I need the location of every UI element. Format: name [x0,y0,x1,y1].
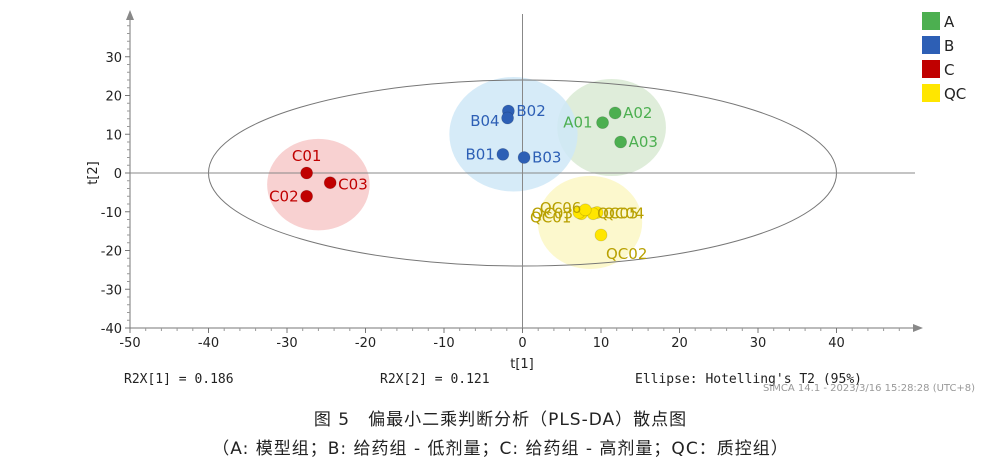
y-axis-title: t[2] [86,161,101,185]
y-tick-label: 10 [105,128,122,143]
point-label-c01: C01 [292,147,322,165]
x-tick-label: -10 [433,336,454,351]
point-label-b03: B03 [532,149,561,167]
point-a03 [614,135,628,149]
legend-swatch-b [922,36,940,54]
legend-swatch-qc [922,84,940,102]
point-c01 [300,166,314,180]
ellipse-stat: Ellipse: Hotelling's T2 (95%) [635,372,862,387]
software-stamp: SIMCA 14.1 - 2023/3/16 15:28:28 (UTC+8) [763,383,976,394]
x-axis-title: t[1] [510,357,534,372]
x-tick-label: 10 [593,336,610,351]
group-ellipse-a [557,78,666,176]
legend-label-b: B [944,37,954,55]
data-points: A01 A02 A03 B01 B02 B03 B04 C01 C02 C03 QC01 QC02 QC… [269,102,658,263]
x-tick-label: 0 [518,336,526,351]
point-b04 [501,111,514,125]
y-tick-label: 0 [114,167,122,182]
point-a01 [596,116,609,130]
point-label-qc02: QC02 [606,245,647,263]
point-a02 [608,106,622,120]
point-b03 [517,151,531,164]
legend-label-c: C [944,61,954,79]
legend-swatch-a [922,12,940,30]
group-ellipse-b [449,77,578,192]
point-c03 [323,176,337,190]
point-c02 [300,189,314,203]
x-tick-label: 30 [750,336,767,351]
x-tick-label: -30 [276,336,297,351]
point-label-qc04: QC04 [603,205,644,223]
y-tick-label: -40 [101,322,122,337]
legend-swatch-c [922,60,940,78]
legend-label-qc: QC [944,85,966,103]
group-ellipses [267,77,666,269]
point-label-a03: A03 [629,133,658,151]
point-qc02 [594,228,608,242]
point-label-b01: B01 [465,145,494,163]
point-label-qc05: QC05 [597,205,638,223]
x-axis-arrow [913,324,923,332]
point-label-c03: C03 [338,176,368,194]
x-tick-label: 20 [671,336,688,351]
legend: ABC QC [922,12,966,103]
figure-caption: 图 5 偏最小二乘判断分析（PLS-DA）散点图 [313,410,688,430]
point-label-a01: A01 [563,114,592,132]
y-tick-label: -20 [101,245,122,260]
y-tick-label: 30 [105,51,122,66]
point-qc06 [578,203,592,217]
point-label-b02: B02 [516,102,545,120]
axes: -50 -40 -30 -20 -10 0 10 20 30 40-40-30-20-100102… [86,10,923,372]
group-ellipse-qc [537,175,643,269]
point-b01 [496,147,510,161]
x-tick-label: -20 [355,336,376,351]
point-label-qc06: QC06 [540,199,581,217]
y-tick-label: -30 [101,283,122,298]
r2x1-stat: R2X[1] = 0.186 [124,372,234,387]
point-label-c02: C02 [269,187,299,205]
figure-caption-legend: （A: 模型组；B: 给药组 - 低剂量；C: 给药组 - 高剂量；QC：质控组… [212,439,789,459]
y-tick-label: 20 [105,90,122,105]
point-label-qc03: QC03 [532,205,573,223]
point-label-a02: A02 [623,104,652,122]
x-tick-label: -40 [198,336,219,351]
group-ellipse-c [267,138,370,231]
point-label-b04: B04 [470,112,499,130]
x-tick-label: 40 [828,336,845,351]
legend-label-a: A [944,13,955,31]
x-tick-label: -50 [119,336,140,351]
point-label-qc01: QC01 [530,209,571,227]
r2x2-stat: R2X[2] = 0.121 [380,372,490,387]
y-axis-arrow [126,10,134,20]
y-tick-label: -10 [101,206,122,221]
